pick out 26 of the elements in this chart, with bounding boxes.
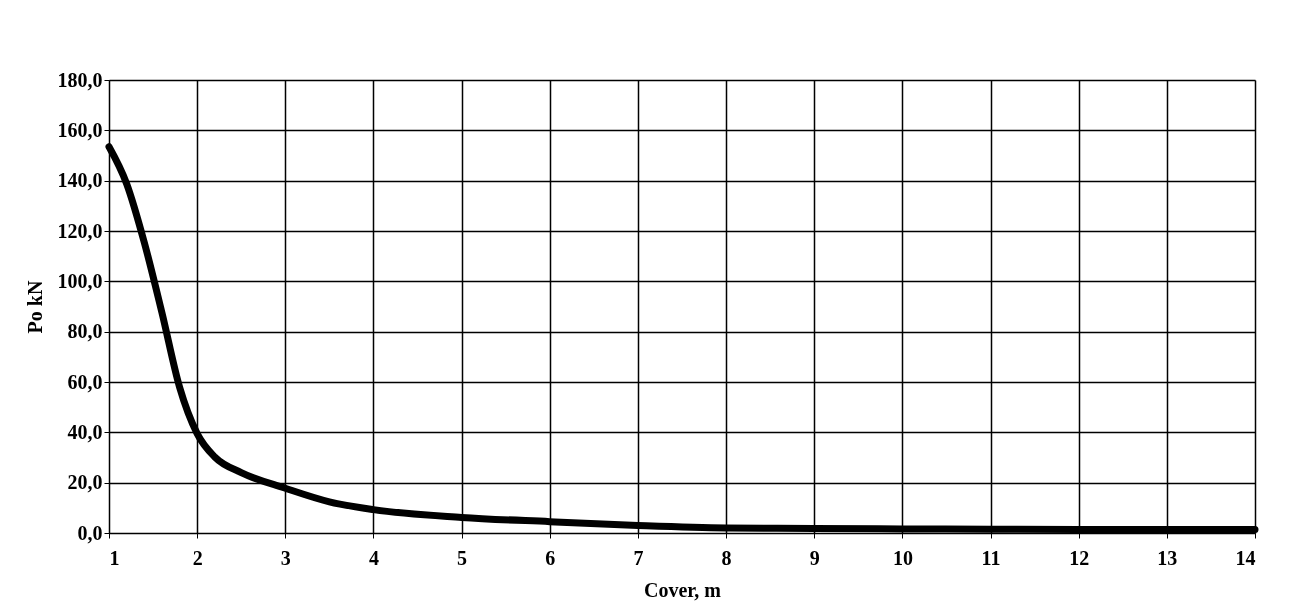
y-tick-label: 160,0: [57, 118, 103, 141]
y-tick-label: 40,0: [67, 420, 103, 443]
y-tick-label: 180,0: [57, 68, 103, 91]
y-tick-label: 140,0: [57, 169, 103, 192]
x-tick-label: 9: [809, 546, 820, 569]
x-tick-label: 4: [368, 546, 379, 569]
y-tick-label: 20,0: [67, 471, 103, 494]
x-tick-label: 5: [457, 546, 468, 569]
y-tick-label: 0,0: [77, 521, 103, 544]
x-tick-label: 7: [633, 546, 644, 569]
y-tick-label: 60,0: [67, 370, 103, 393]
y-tick-label: 120,0: [57, 219, 103, 242]
x-tick-label: 2: [192, 546, 203, 569]
x-tick-label: 3: [280, 546, 291, 569]
x-tick-label: 8: [721, 546, 732, 569]
x-tick-label: 14: [1235, 546, 1256, 569]
x-tick-label: 11: [981, 546, 1001, 569]
y-tick-label: 100,0: [57, 269, 103, 292]
x-tick-label: 13: [1157, 546, 1178, 569]
x-axis-title: Cover, m: [643, 578, 722, 601]
y-axis-title: Po kN: [23, 280, 46, 334]
x-tick-label: 10: [892, 546, 913, 569]
x-tick-label: 6: [545, 546, 556, 569]
y-tick-label: 80,0: [67, 320, 103, 343]
x-tick-label: 1: [109, 546, 120, 569]
x-tick-label: 12: [1069, 546, 1090, 569]
